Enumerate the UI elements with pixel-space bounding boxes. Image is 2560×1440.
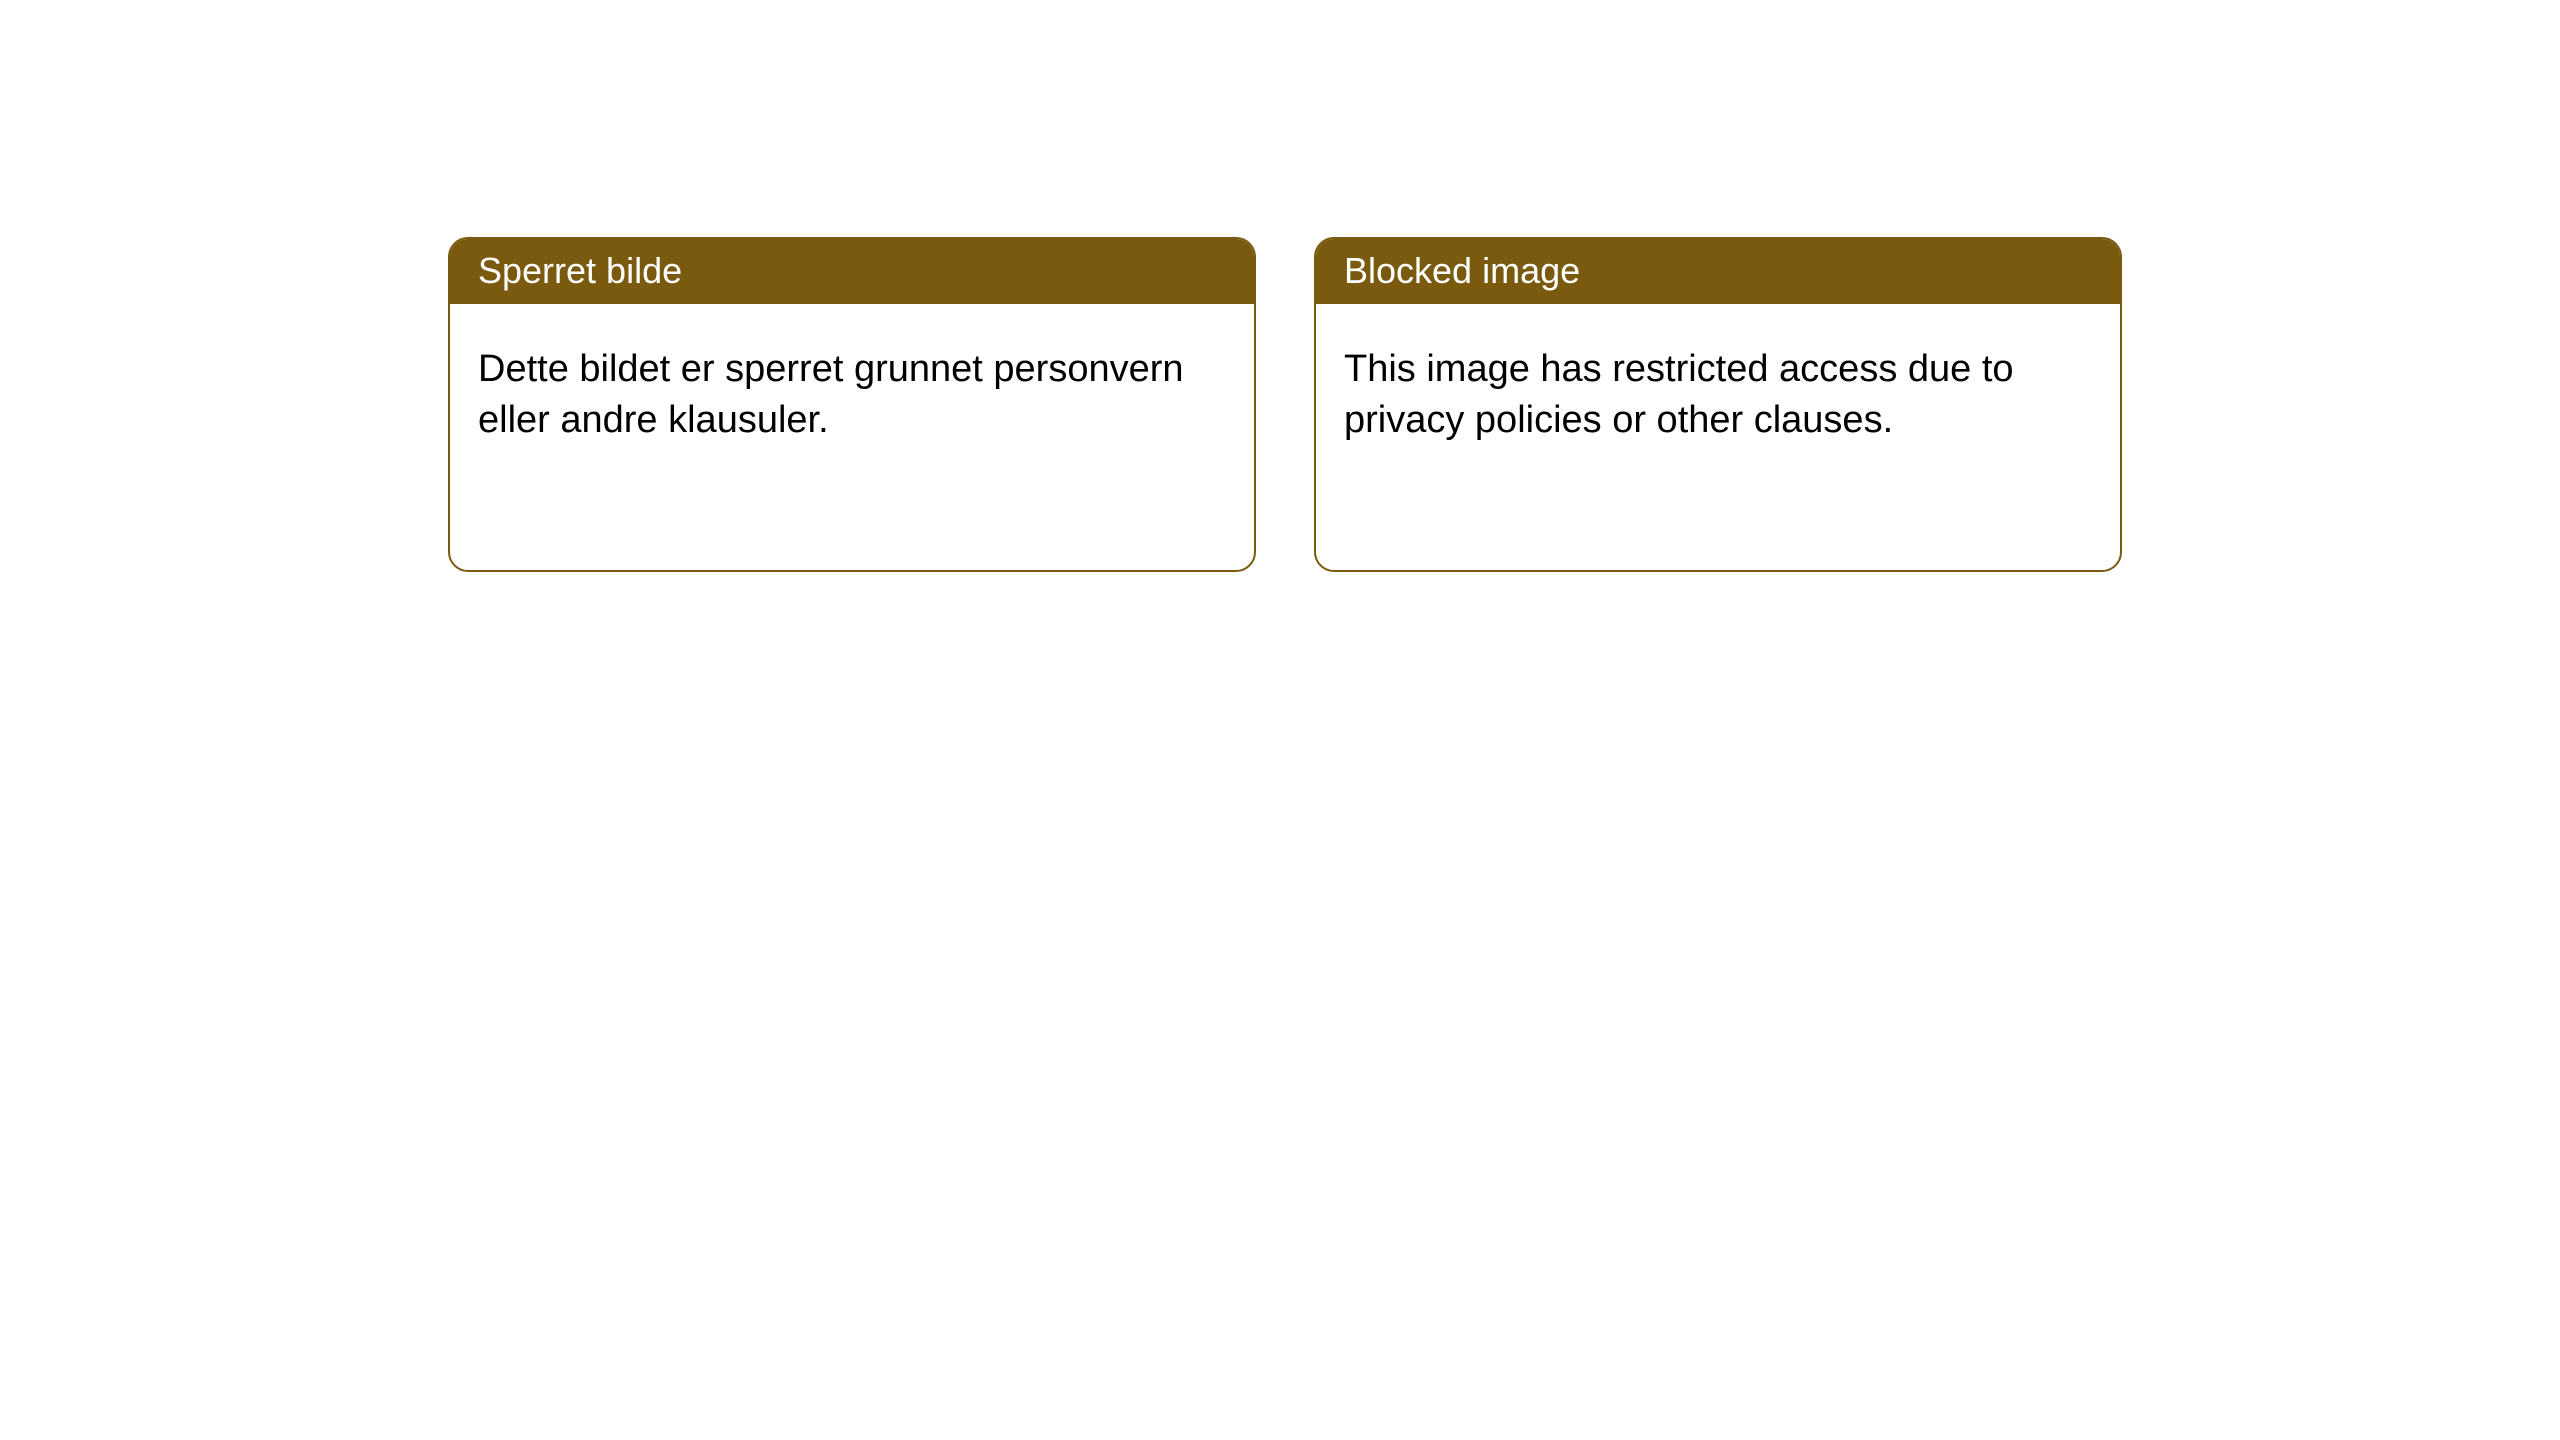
notice-card-norwegian: Sperret bilde Dette bildet er sperret gr… [448, 237, 1256, 572]
notice-title: Sperret bilde [450, 239, 1254, 304]
notice-title: Blocked image [1316, 239, 2120, 304]
notice-container: Sperret bilde Dette bildet er sperret gr… [0, 0, 2560, 572]
notice-card-english: Blocked image This image has restricted … [1314, 237, 2122, 572]
notice-body: This image has restricted access due to … [1316, 304, 2120, 475]
notice-body: Dette bildet er sperret grunnet personve… [450, 304, 1254, 475]
